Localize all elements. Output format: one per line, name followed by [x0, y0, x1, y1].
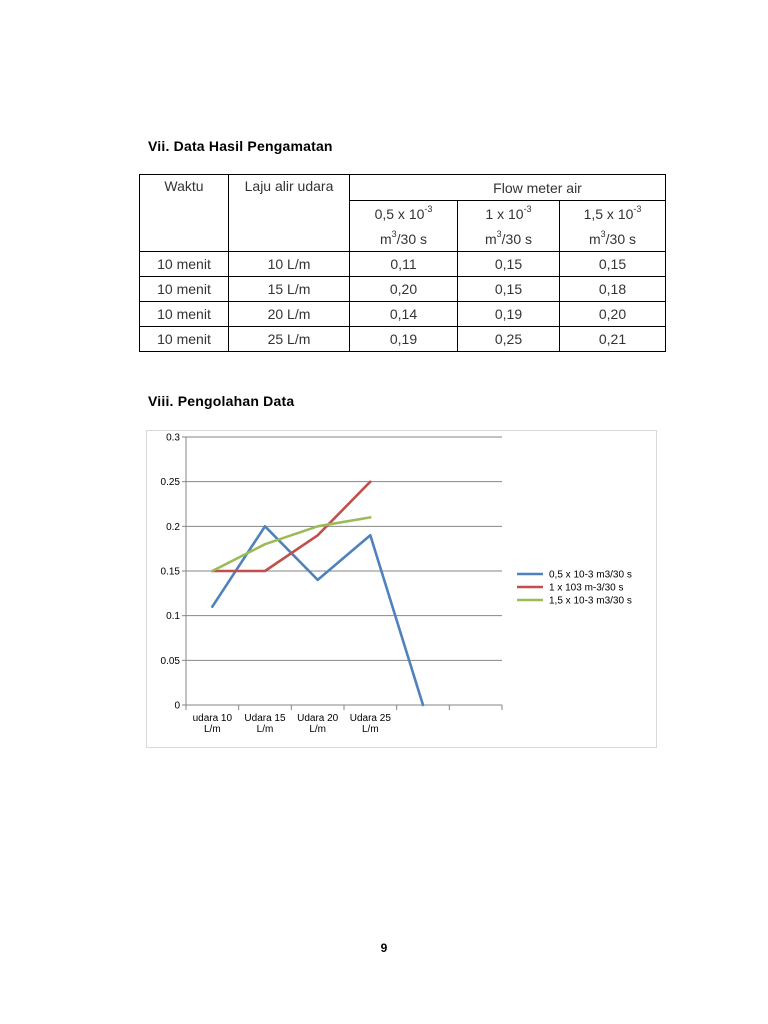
cell-value: 0,21: [559, 326, 666, 352]
table-row: 10 menit 20 L/m 0,14 0,19 0,20: [139, 301, 666, 327]
x-tick-label: Udara 25: [350, 713, 392, 724]
cell-value: 0,15: [457, 251, 560, 277]
subheader-1-5-unit-exp: 3: [600, 228, 606, 239]
subheader-1-exp: -3: [523, 203, 532, 214]
cell-value: 0,18: [559, 276, 666, 302]
x-tick-label: Udara 20: [297, 713, 339, 724]
cell-laju: 15 L/m: [228, 276, 350, 302]
y-tick-label: 0.1: [166, 611, 180, 622]
x-tick-label: udara 10: [193, 713, 233, 724]
subheader-0-5-unit-m: m: [379, 230, 392, 247]
y-tick-label: 0.3: [166, 433, 180, 444]
subheader-0-5-unit-exp: 3: [391, 228, 397, 239]
y-tick-label: 0.05: [161, 656, 181, 667]
table-header-row: Waktu Laju alir udara Flow meter air: [139, 174, 666, 252]
cell-value: 0,20: [559, 301, 666, 327]
y-tick-label: 0.25: [161, 477, 181, 488]
subheader-1-5-unit-m: m: [588, 230, 601, 247]
cell-waktu: 10 menit: [139, 301, 229, 327]
cell-value: 0,14: [349, 301, 458, 327]
y-tick-label: 0.15: [161, 567, 181, 578]
subheader-1: 1 x 10-3 m3/30 s: [457, 200, 560, 252]
x-tick-label: L/m: [362, 724, 379, 735]
section-title-pengolahan-data: Viii. Pengolahan Data: [148, 393, 295, 409]
cell-waktu: 10 menit: [139, 326, 229, 352]
observation-table: Waktu Laju alir udara Flow meter air 0,5…: [139, 174, 666, 352]
section-title-data-hasil: Vii. Data Hasil Pengamatan: [148, 138, 333, 154]
table-row: 10 menit 15 L/m 0,20 0,15 0,18: [139, 276, 666, 302]
cell-value: 0,15: [559, 251, 666, 277]
cell-value: 0,19: [349, 326, 458, 352]
cell-value: 0,19: [457, 301, 560, 327]
cell-value: 0,25: [457, 326, 560, 352]
cell-laju: 10 L/m: [228, 251, 350, 277]
series-line-3: [211, 516, 372, 573]
cell-value: 0,15: [457, 276, 560, 302]
x-tick-label: L/m: [204, 724, 221, 735]
x-tick-label: L/m: [257, 724, 274, 735]
cell-waktu: 10 menit: [139, 251, 229, 277]
header-flow-meter: Flow meter air: [349, 174, 666, 201]
table-row: 10 menit 10 L/m 0,11 0,15 0,15: [139, 251, 666, 277]
subheader-1-5: 1,5 x 10-3 m3/30 s: [559, 200, 666, 252]
cell-value: 0,20: [349, 276, 458, 302]
y-tick-label: 0: [174, 701, 180, 712]
cell-laju: 25 L/m: [228, 326, 350, 352]
header-waktu: Waktu: [139, 174, 229, 252]
subheader-0-5-exp: -3: [424, 203, 433, 214]
legend-label: 1,5 x 10-3 m3/30 s: [549, 596, 632, 607]
subheader-1-5-exp: -3: [633, 203, 642, 214]
series-line-2: [211, 480, 372, 573]
line-chart: 0 0.05 0.1 0.15 0.2 0.25 0.3 udara 10 L/m Udara 1…: [146, 430, 657, 748]
subheader-1-base: 1 x 10: [485, 205, 524, 222]
x-tick-label: L/m: [309, 724, 326, 735]
legend-label: 0,5 x 10-3 m3/30 s: [549, 570, 632, 581]
header-laju-alir: Laju alir udara: [228, 174, 350, 252]
subheader-0-5: 0,5 x 10-3 m3/30 s: [349, 200, 458, 252]
subheader-1-5-base: 1,5 x 10: [583, 205, 634, 222]
subheader-1-unit-exp: 3: [496, 228, 502, 239]
cell-value: 0,11: [349, 251, 458, 277]
table-row: 10 menit 25 L/m 0,19 0,25 0,21: [139, 326, 666, 352]
legend-label: 1 x 103 m-3/30 s: [549, 583, 623, 594]
subheader-0-5-base: 0,5 x 10: [374, 205, 425, 222]
subheader-1-unit-rest: /30 s: [501, 230, 533, 247]
x-tick-label: Udara 15: [244, 713, 286, 724]
y-tick-label: 0.2: [166, 522, 180, 533]
subheader-1-5-unit-rest: /30 s: [605, 230, 637, 247]
cell-laju: 20 L/m: [228, 301, 350, 327]
page-number: 9: [380, 941, 388, 955]
cell-waktu: 10 menit: [139, 276, 229, 302]
subheader-1-unit-m: m: [484, 230, 497, 247]
subheader-0-5-unit-rest: /30 s: [396, 230, 428, 247]
